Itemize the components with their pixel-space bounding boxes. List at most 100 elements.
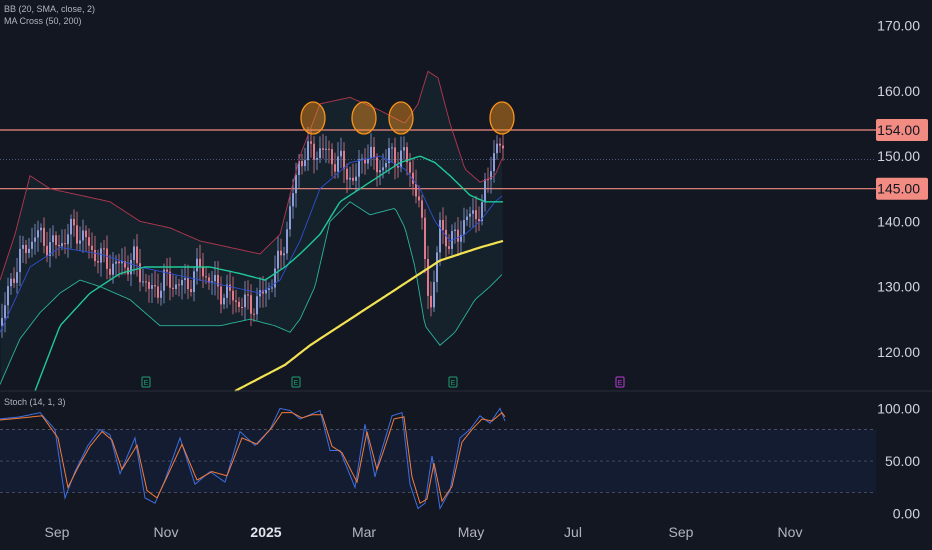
candle-body [232, 290, 234, 301]
candle-body [370, 146, 372, 159]
candle-body [283, 253, 285, 256]
candle-body [478, 219, 480, 222]
candle-body [112, 263, 114, 275]
stoch-k-line [0, 407, 506, 511]
candle-body [307, 141, 309, 161]
candle-body [271, 287, 273, 289]
candle-body [19, 248, 21, 273]
candle-body [331, 149, 333, 165]
bb-indicator-label[interactable]: BB (20, SMA, close, 2) [4, 4, 96, 14]
candle-body [109, 268, 111, 275]
candle-body [205, 276, 207, 278]
candle-body [427, 259, 429, 296]
earnings-marker-1: E [144, 380, 149, 387]
time-axis-label-2025: 2025 [250, 524, 281, 540]
candle-body [160, 290, 162, 298]
candle-body [49, 242, 51, 256]
time-axis-label-sep: Sep [669, 524, 694, 540]
candle-body [7, 286, 9, 306]
candle-body [148, 281, 150, 289]
candle-body [382, 167, 384, 171]
candle-body [190, 289, 192, 293]
candle-body [124, 260, 126, 268]
candle-body [445, 229, 447, 247]
stoch-tick-label: 100.00 [877, 400, 920, 416]
ma-slow-line [234, 239, 504, 392]
candle-body [25, 244, 27, 254]
candle-body [253, 313, 255, 315]
candle-body [97, 261, 99, 263]
candle-body [310, 141, 312, 144]
candle-body [145, 281, 147, 283]
stoch-tick-label: 50.00 [885, 453, 920, 469]
candle-body [361, 158, 363, 160]
candle-body [325, 148, 327, 150]
candle-body [214, 275, 216, 282]
time-axis-label-jul: Jul [564, 524, 582, 540]
candle-body [175, 284, 177, 289]
stoch-d-line [0, 411, 506, 504]
price-tick-label: 140.00 [877, 213, 920, 229]
resistance-touch-circle-2 [351, 101, 377, 135]
candle-body [457, 229, 459, 242]
candle-body [154, 285, 156, 287]
bb-basis-line [0, 155, 503, 333]
candle-body [496, 143, 498, 154]
candle-body [142, 281, 144, 283]
stoch-indicator-label[interactable]: Stoch (14, 1, 3) [4, 397, 66, 407]
candle-body [157, 286, 159, 298]
candle-body [121, 260, 123, 264]
stoch-pane[interactable] [0, 407, 876, 511]
candle-body [343, 150, 345, 169]
candle-body [268, 288, 270, 290]
candle-body [412, 172, 414, 184]
candle-body [94, 250, 96, 262]
candle-body [394, 147, 396, 166]
candle-body [355, 176, 357, 181]
candle-body [73, 218, 75, 226]
candle-body [274, 268, 276, 288]
candle-body [28, 248, 30, 254]
candle-body [169, 271, 171, 288]
earnings-marker-box-4 [615, 376, 625, 388]
candle-body [316, 158, 318, 160]
candle-body [22, 244, 24, 249]
candle-body [91, 245, 93, 251]
time-axis-label-mar: Mar [352, 524, 376, 540]
candle-body [166, 269, 168, 272]
candle-body [217, 275, 219, 287]
candle-body [37, 230, 39, 238]
candle-body [103, 248, 105, 250]
candle-body [10, 278, 12, 287]
candle-body [79, 240, 81, 244]
candle-body [409, 162, 411, 173]
candle-body [397, 165, 399, 168]
candle-body [475, 210, 477, 220]
candle-body [34, 237, 36, 242]
candle-body [1, 318, 3, 326]
price-tick-label: 120.00 [877, 344, 920, 360]
candle-body [196, 258, 198, 272]
candle-body [229, 284, 231, 291]
time-axis-label-nov: Nov [778, 524, 803, 540]
candle-body [490, 171, 492, 180]
candle-body [391, 147, 393, 149]
candle-body [319, 148, 321, 159]
candle-body [430, 295, 432, 308]
level-tag-label: 154.00 [877, 122, 920, 138]
candle-body [244, 294, 246, 308]
time-axis-label-sep: Sep [45, 524, 70, 540]
candle-body [322, 148, 324, 150]
candle-body [4, 305, 6, 319]
candle-body [364, 158, 366, 164]
ma-indicator-label[interactable]: MA Cross (50, 200) [4, 16, 82, 26]
candle-body [433, 282, 435, 308]
candle-body [241, 306, 243, 308]
candle-body [16, 272, 18, 283]
candle-body [235, 300, 237, 302]
earnings-marker-box-2 [291, 376, 301, 388]
candle-body [349, 177, 351, 180]
candle-body [184, 278, 186, 280]
